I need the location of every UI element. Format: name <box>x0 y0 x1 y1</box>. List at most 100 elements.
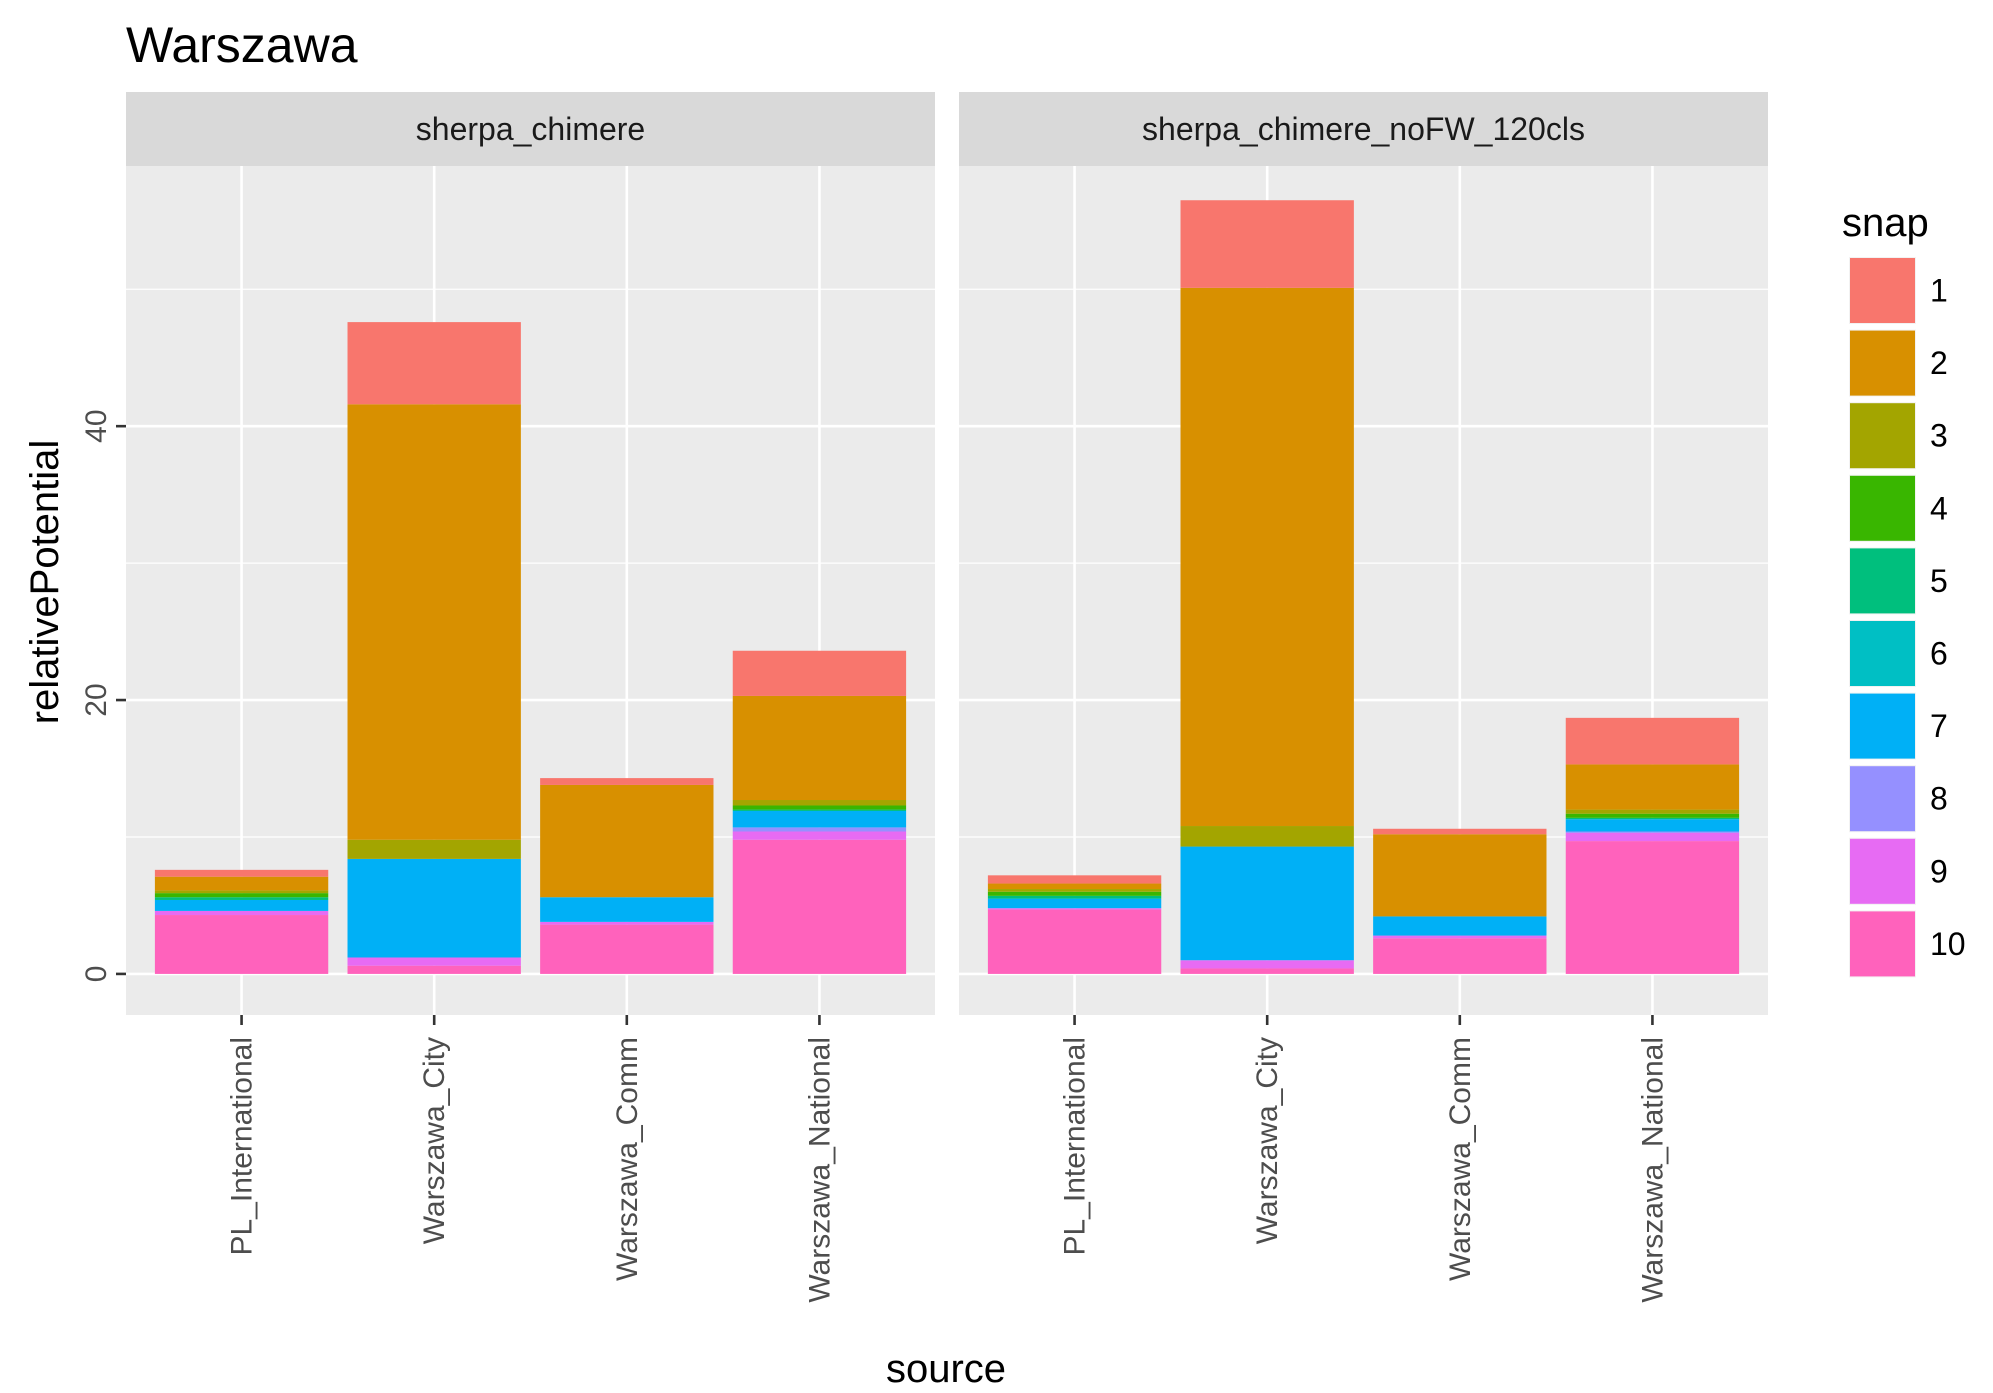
bar-segment <box>1565 841 1740 974</box>
x-tick-label: Warszawa_National <box>803 1037 836 1303</box>
bar-segment <box>347 858 521 958</box>
bar-segment <box>1373 916 1547 936</box>
bar-segment <box>1565 717 1740 765</box>
bar-segment <box>1373 828 1547 835</box>
bar-segment <box>154 890 329 894</box>
y-axis-title: relativePotential <box>23 440 67 725</box>
bar-segment <box>540 778 714 785</box>
bar-segment <box>1180 826 1354 847</box>
bar-segment <box>1565 813 1740 818</box>
bar-segment <box>987 909 1162 974</box>
bar-segment <box>540 784 714 898</box>
legend-label: 2 <box>1930 345 1948 381</box>
bar-segment <box>987 883 1162 890</box>
legend-label: 1 <box>1930 273 1948 309</box>
panel-sherpa_chimere: sherpa_chimere PL_International Warszawa_C… <box>126 92 935 1303</box>
bar-segment <box>1180 846 1354 961</box>
x-tick-label: Warszawa_City <box>418 1037 451 1244</box>
bar-segment <box>154 915 329 974</box>
bar-segment <box>347 957 521 966</box>
legend-key <box>1850 330 1915 396</box>
legend-key <box>1850 403 1915 469</box>
y-tick-label: 20 <box>80 683 113 716</box>
bar-segment <box>1565 831 1740 833</box>
bar-segment <box>1565 832 1740 842</box>
bar-segment <box>1565 764 1740 810</box>
bar-segment <box>987 895 1162 899</box>
facet-strip <box>126 92 935 166</box>
y-axis: 0 20 40 <box>80 409 126 982</box>
legend-key <box>1850 475 1915 541</box>
legend-label: 6 <box>1930 636 1948 672</box>
facet-strip <box>959 92 1768 166</box>
bar-segment <box>154 869 329 877</box>
bar-segment <box>732 831 907 840</box>
bar-segment <box>1180 200 1354 288</box>
bar-segment <box>1180 968 1354 974</box>
bar-segment <box>540 924 714 974</box>
legend-key <box>1850 258 1915 323</box>
legend-title: snap <box>1842 201 1929 245</box>
x-tick-label: Warszawa_Comm <box>1444 1037 1477 1281</box>
legend-label: 5 <box>1930 563 1948 599</box>
bar-segment <box>347 322 521 405</box>
bar-segment <box>732 810 907 828</box>
bar-segment <box>987 898 1162 909</box>
bar-segment <box>987 889 1162 892</box>
bar-segment <box>732 650 907 696</box>
legend-label: 8 <box>1930 781 1948 817</box>
legend-key <box>1850 548 1915 614</box>
legend-label: 9 <box>1930 853 1948 889</box>
bar-segment <box>732 800 907 806</box>
bar-segment <box>1373 938 1547 974</box>
legend: snap 1 2 3 4 5 6 7 8 9 10 <box>1842 201 1966 978</box>
chart-title: Warszawa <box>126 17 358 73</box>
bar-segment <box>732 827 907 832</box>
bar-segment <box>1565 819 1740 832</box>
legend-label: 3 <box>1930 418 1948 454</box>
legend-label: 10 <box>1930 926 1966 962</box>
facet-strip-label: sherpa_chimere_noFW_120cls <box>1142 111 1585 147</box>
x-tick-label: Warszawa_Comm <box>611 1037 644 1281</box>
legend-key <box>1850 766 1915 832</box>
bar-segment <box>154 893 329 898</box>
y-tick-label: 0 <box>80 966 113 983</box>
x-tick-label: PL_International <box>226 1037 259 1256</box>
bar-segment <box>154 910 329 916</box>
bar-segment <box>347 965 521 974</box>
legend-label: 4 <box>1930 490 1948 526</box>
x-axis-title: source <box>886 1347 1006 1391</box>
bar-segment <box>1565 809 1740 814</box>
x-tick-label: PL_International <box>1059 1037 1092 1256</box>
bar-segment <box>1565 817 1740 820</box>
x-tick-label: Warszawa_City <box>1251 1037 1284 1244</box>
bar-segment <box>154 876 329 891</box>
bar-segment <box>732 809 907 811</box>
bar-segment <box>732 839 907 974</box>
bar-segment <box>1180 960 1354 969</box>
panel-sherpa_chimere_noFW_120cls: sherpa_chimere_noFW_120cls PL_Internation… <box>959 92 1768 1303</box>
legend-key <box>1850 838 1915 904</box>
legend-key <box>1850 621 1915 686</box>
bar-segment <box>1180 287 1354 827</box>
facet-strip-label: sherpa_chimere <box>416 111 645 147</box>
bar-segment <box>1373 935 1547 939</box>
bar-segment <box>987 891 1162 896</box>
bar-segment <box>732 805 907 810</box>
bar-segment <box>987 908 1162 910</box>
y-tick-label: 40 <box>80 409 113 442</box>
legend-key <box>1850 911 1915 977</box>
bar-segment <box>540 921 714 925</box>
bar-segment <box>347 839 521 859</box>
legend-key <box>1850 693 1915 759</box>
bar-segment <box>540 897 714 922</box>
panels-layer: sherpa_chimere PL_International Warszawa_C… <box>126 92 1768 1303</box>
bar-segment <box>347 404 521 840</box>
bar-segment <box>987 875 1162 884</box>
bar-segment <box>732 695 907 801</box>
bar-segment <box>1373 834 1547 917</box>
x-tick-label: Warszawa_National <box>1636 1037 1669 1303</box>
bar-segment <box>154 899 329 911</box>
bar-segment <box>154 897 329 900</box>
